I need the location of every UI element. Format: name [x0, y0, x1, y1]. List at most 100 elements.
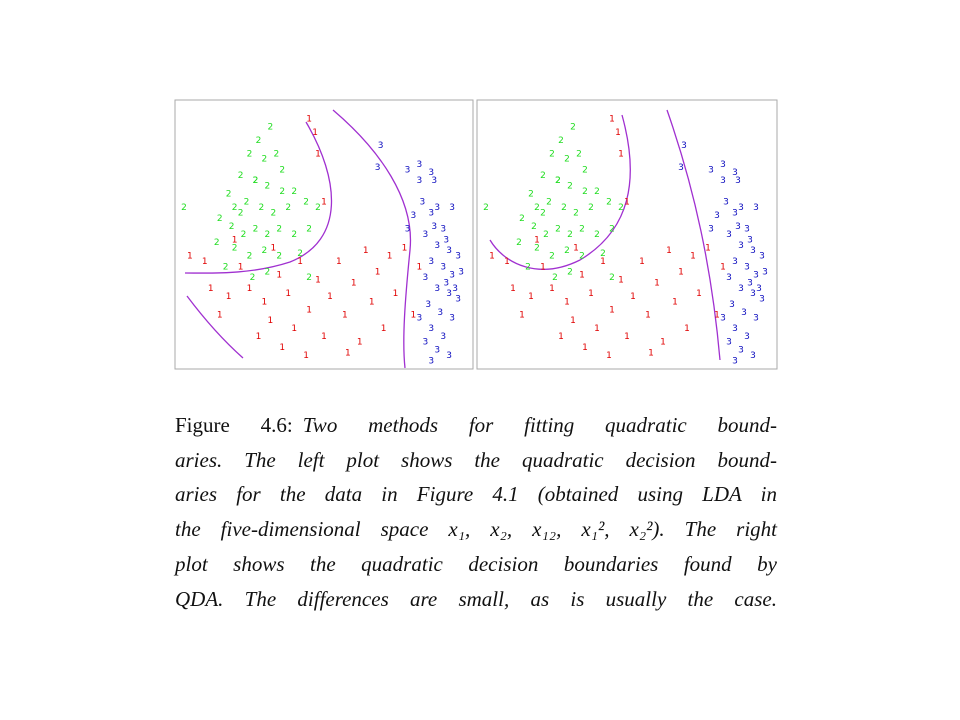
point: 1	[345, 348, 351, 358]
point: 3	[431, 176, 437, 186]
point: 2	[262, 246, 268, 256]
boundary	[332, 109, 412, 369]
point: 1	[696, 289, 702, 299]
point: 3	[738, 346, 744, 356]
point: 3	[428, 356, 434, 366]
point: 3	[714, 211, 720, 221]
point: 3	[735, 176, 741, 186]
point: 3	[434, 203, 440, 213]
point: 2	[273, 149, 279, 159]
point: 2	[217, 214, 223, 224]
point: 1	[534, 235, 540, 245]
point: 2	[534, 243, 540, 253]
point: 3	[753, 270, 759, 280]
point: 1	[256, 332, 262, 342]
caption-text: Two methods for fitting quadratic bound-	[302, 413, 777, 437]
right-panel	[476, 99, 778, 370]
point: 3	[744, 225, 750, 235]
point: 3	[416, 160, 422, 170]
point: 2	[579, 225, 585, 235]
point: 2	[253, 225, 259, 235]
point: 3	[732, 168, 738, 178]
point: 1	[630, 292, 636, 302]
point: 1	[357, 338, 363, 348]
point: 1	[297, 257, 303, 267]
point: 2	[549, 252, 555, 262]
point: 1	[411, 311, 417, 321]
point: 2	[579, 252, 585, 262]
point: 1	[558, 332, 564, 342]
point: 1	[648, 348, 654, 358]
point: 3	[378, 141, 384, 151]
point: 3	[732, 324, 738, 334]
point: 2	[226, 190, 232, 200]
point: 3	[738, 284, 744, 294]
point: 1	[609, 305, 615, 315]
point: 2	[576, 149, 582, 159]
point: 2	[238, 171, 244, 181]
point: 3	[443, 278, 449, 288]
point: 3	[720, 160, 726, 170]
point: 1	[672, 297, 678, 307]
point: 1	[654, 278, 660, 288]
point: 3	[425, 300, 431, 310]
point: 1	[267, 316, 273, 326]
point: 1	[615, 128, 621, 138]
point: 1	[660, 338, 666, 348]
point: 3	[443, 235, 449, 245]
point: 2	[534, 203, 540, 213]
point: 1	[321, 332, 327, 342]
point: 3	[747, 278, 753, 288]
point: 2	[253, 176, 259, 186]
point: 1	[402, 243, 408, 253]
point: 3	[762, 268, 768, 278]
point: 1	[369, 297, 375, 307]
point: 2	[564, 155, 570, 165]
point: 3	[741, 308, 747, 318]
point: 1	[678, 268, 684, 278]
point: 2	[567, 182, 573, 192]
point: 3	[744, 262, 750, 272]
point: 2	[528, 190, 534, 200]
point: 1	[238, 262, 244, 272]
point: 3	[431, 222, 437, 232]
point: 1	[618, 149, 624, 159]
point: 3	[440, 332, 446, 342]
point: 3	[708, 225, 714, 235]
point: 3	[753, 313, 759, 323]
caption: Figure 4.6: Two methods for fitting quadr…	[175, 408, 777, 616]
point: 2	[262, 155, 268, 165]
point: 3	[449, 203, 455, 213]
point: 2	[606, 198, 612, 208]
point: 1	[714, 311, 720, 321]
point: 2	[609, 225, 615, 235]
point: 1	[226, 292, 232, 302]
point: 1	[570, 316, 576, 326]
point: 3	[720, 176, 726, 186]
point: 2	[297, 249, 303, 259]
point: 2	[247, 252, 253, 262]
point: 3	[449, 270, 455, 280]
point: 2	[564, 246, 570, 256]
point: 3	[434, 346, 440, 356]
point: 1	[342, 311, 348, 321]
point: 3	[732, 208, 738, 218]
point: 1	[291, 324, 297, 334]
point: 3	[750, 351, 756, 361]
point: 1	[387, 252, 393, 262]
point: 3	[753, 203, 759, 213]
point: 1	[582, 343, 588, 353]
point: 3	[732, 257, 738, 267]
point: 3	[750, 289, 756, 299]
point: 1	[684, 324, 690, 334]
left-panel	[174, 99, 474, 370]
point: 2	[291, 187, 297, 197]
point: 1	[624, 332, 630, 342]
point: 3	[422, 273, 428, 283]
point: 2	[546, 198, 552, 208]
point: 3	[446, 289, 452, 299]
caption-line: plot shows the quadratic decision bounda…	[175, 551, 777, 576]
point: 3	[726, 338, 732, 348]
point: 2	[558, 136, 564, 146]
